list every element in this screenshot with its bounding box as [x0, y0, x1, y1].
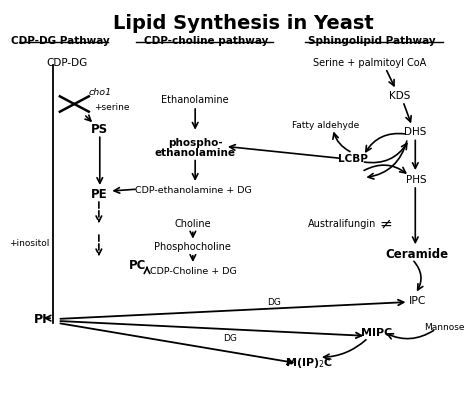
Text: PHS: PHS	[406, 174, 427, 184]
Text: DHS: DHS	[404, 127, 427, 137]
Text: Ceramide: Ceramide	[385, 247, 448, 260]
Text: Fatty aldehyde: Fatty aldehyde	[292, 121, 359, 130]
Text: KDS: KDS	[389, 91, 410, 101]
Text: Lipid Synthesis in Yeast: Lipid Synthesis in Yeast	[113, 14, 374, 33]
Text: CDP-choline pathway: CDP-choline pathway	[145, 36, 269, 45]
Text: Ethanolamine: Ethanolamine	[161, 95, 229, 105]
Text: Serine + palmitoyl CoA: Serine + palmitoyl CoA	[313, 58, 426, 68]
Text: LCBP: LCBP	[337, 154, 367, 164]
Text: ≠: ≠	[379, 216, 392, 231]
Text: MIPC: MIPC	[361, 327, 392, 337]
Text: Mannose: Mannose	[424, 322, 465, 331]
Text: Choline: Choline	[174, 218, 211, 228]
Text: +serine: +serine	[94, 103, 130, 112]
Text: Phosphocholine: Phosphocholine	[155, 242, 231, 252]
Text: PE: PE	[91, 187, 107, 200]
Text: CDP-Choline + DG: CDP-Choline + DG	[149, 266, 236, 275]
Text: DG: DG	[267, 298, 282, 307]
Text: CDP-DG: CDP-DG	[46, 58, 87, 68]
Text: Sphingolipid Pathway: Sphingolipid Pathway	[308, 36, 436, 45]
Text: PS: PS	[91, 123, 109, 136]
Text: DG: DG	[223, 333, 237, 342]
Text: PC: PC	[129, 258, 146, 271]
Text: +inositol: +inositol	[9, 238, 49, 247]
Text: M(IP)$_2$C: M(IP)$_2$C	[285, 356, 333, 370]
Text: Australifungin: Australifungin	[308, 218, 376, 228]
Text: cho1: cho1	[89, 88, 112, 97]
Text: CDP-ethanolamine + DG: CDP-ethanolamine + DG	[135, 185, 251, 194]
Text: IPC: IPC	[409, 295, 426, 305]
Text: CDP-DG Pathway: CDP-DG Pathway	[10, 36, 109, 45]
Text: phospho-: phospho-	[168, 138, 222, 148]
Text: PI: PI	[34, 312, 47, 325]
Text: ethanolamine: ethanolamine	[155, 147, 236, 157]
